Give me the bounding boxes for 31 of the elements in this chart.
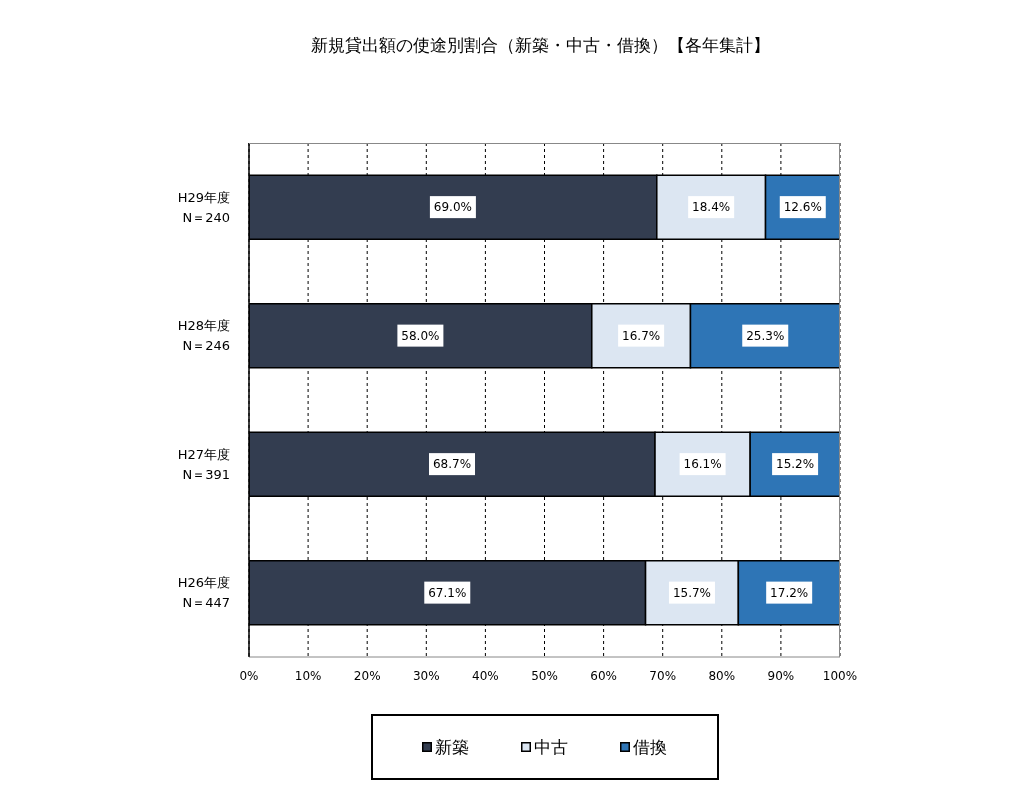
x-tick-label: 100% — [822, 668, 858, 683]
y-tick-label: H27年度 N＝391 — [177, 446, 230, 482]
x-tick-label: 50% — [531, 668, 558, 683]
x-tick-label: 80% — [708, 668, 736, 683]
data-label: 68.7% — [432, 457, 472, 472]
data-label: 58.0% — [401, 328, 440, 343]
chart-title: 新規貸出額の使途別割合（新築・中古・借換）【各年集計】 — [309, 34, 771, 57]
x-tick-label: 20% — [353, 668, 381, 683]
y-tick-label: H28年度 N＝246 — [177, 318, 230, 354]
y-tick-label: H26年度 N＝447 — [177, 575, 230, 611]
data-label: 17.2% — [770, 585, 809, 600]
data-label: 15.7% — [672, 585, 712, 600]
data-label: 69.0% — [433, 200, 472, 215]
legend-label: 借換 — [633, 735, 667, 759]
legend-label: 新築 — [435, 735, 469, 759]
data-label: 15.2% — [776, 457, 815, 472]
data-label: 67.1% — [428, 585, 467, 600]
x-tick-label: 30% — [412, 668, 440, 683]
legend-label: 中古 — [534, 735, 568, 759]
x-tick-label: 70% — [649, 668, 677, 683]
x-tick-label: 10% — [294, 668, 322, 683]
data-label: 18.4% — [692, 200, 731, 215]
x-tick-label: 0% — [239, 668, 259, 683]
y-tick-label: H29年度 N＝240 — [177, 189, 230, 225]
x-tick-label: 60% — [590, 668, 617, 683]
data-label: 16.1% — [683, 457, 722, 472]
x-tick-label: 90% — [767, 668, 795, 683]
x-tick-label: 40% — [472, 668, 499, 683]
data-label: 16.7% — [622, 328, 661, 343]
data-label: 25.3% — [746, 328, 785, 343]
data-label: 12.6% — [783, 200, 822, 215]
